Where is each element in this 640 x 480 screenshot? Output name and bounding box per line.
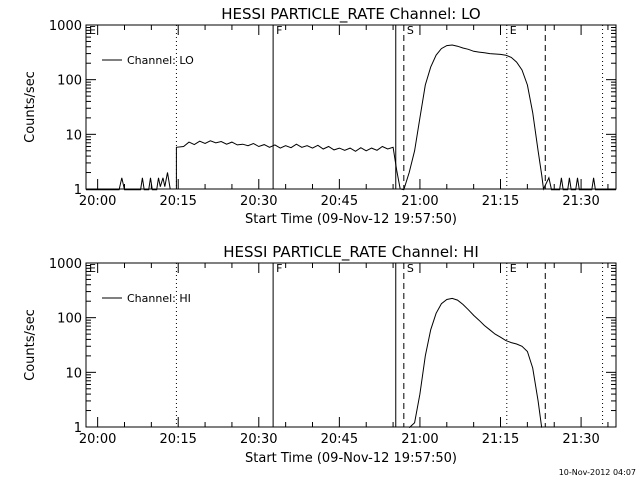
x-tick-label: 21:00 <box>401 194 438 209</box>
marker-label: S <box>407 24 414 37</box>
y-axis-label: Counts/sec <box>23 71 38 143</box>
chart-title: HESSI PARTICLE_RATE Channel: HI <box>223 243 479 262</box>
x-tick-label: 21:15 <box>482 432 519 447</box>
y-tick-label: 1000 <box>49 19 82 34</box>
y-tick-label: 100 <box>57 312 82 327</box>
legend: Channel: LO <box>102 54 194 67</box>
x-tick-label: 21:30 <box>562 432 599 447</box>
x-tick-label: 20:30 <box>240 432 277 447</box>
series-line <box>408 297 543 429</box>
y-tick-label: 10 <box>65 128 82 143</box>
legend-label: Channel: LO <box>127 54 194 67</box>
x-ticks: 20:00 20:15 20:30 20:45 21:00 21:15 21:30 <box>79 263 609 447</box>
x-tick-label: 21:15 <box>482 194 519 209</box>
legend: Channel: HI <box>102 292 191 305</box>
panel-lo: HESSI PARTICLE_RATE Channel: LO E F S E 1 10… <box>23 5 617 227</box>
marker-label: F <box>276 24 282 37</box>
y-axis-label: Counts/sec <box>23 309 38 381</box>
y-ticks: 1 10 100 1000 <box>49 19 616 198</box>
x-tick-label: 21:00 <box>401 432 438 447</box>
marker-label: S <box>407 262 414 275</box>
x-tick-label: 20:00 <box>79 432 116 447</box>
plot-frame <box>85 24 617 190</box>
x-tick-label: 20:45 <box>321 194 358 209</box>
x-tick-label: 21:30 <box>562 194 599 209</box>
marker-label: F <box>276 262 282 275</box>
plot-frame <box>85 262 617 428</box>
x-tick-label: 20:45 <box>321 432 358 447</box>
marker-label: E <box>89 24 96 37</box>
legend-label: Channel: HI <box>127 292 191 305</box>
y-tick-label: 10 <box>65 366 82 381</box>
x-tick-label: 20:30 <box>240 194 277 209</box>
x-ticks: 20:00 20:15 20:30 20:45 21:00 21:15 21:30 <box>79 25 609 209</box>
chart-title: HESSI PARTICLE_RATE Channel: LO <box>221 5 480 24</box>
y-tick-label: 100 <box>57 74 82 89</box>
panel-hi: HESSI PARTICLE_RATE Channel: HI E F S E 1 10… <box>23 243 617 466</box>
y-tick-label: 1 <box>74 183 82 198</box>
marker-lines <box>85 263 604 427</box>
marker-label: E <box>89 262 96 275</box>
x-tick-label: 20:15 <box>159 194 196 209</box>
y-ticks: 1 10 100 1000 <box>49 257 616 436</box>
marker-label: E <box>510 262 517 275</box>
marker-lines <box>85 25 604 189</box>
y-tick-label: 1000 <box>49 257 82 272</box>
y-tick-label: 1 <box>74 421 82 436</box>
marker-label: E <box>510 24 517 37</box>
x-axis-label: Start Time (09-Nov-12 19:57:50) <box>245 212 457 227</box>
footer-timestamp: 10-Nov-2012 04:07 <box>559 468 636 477</box>
series-line <box>86 44 616 191</box>
x-tick-label: 20:00 <box>79 194 116 209</box>
x-tick-label: 20:15 <box>159 432 196 447</box>
x-axis-label: Start Time (09-Nov-12 19:57:50) <box>245 451 457 466</box>
